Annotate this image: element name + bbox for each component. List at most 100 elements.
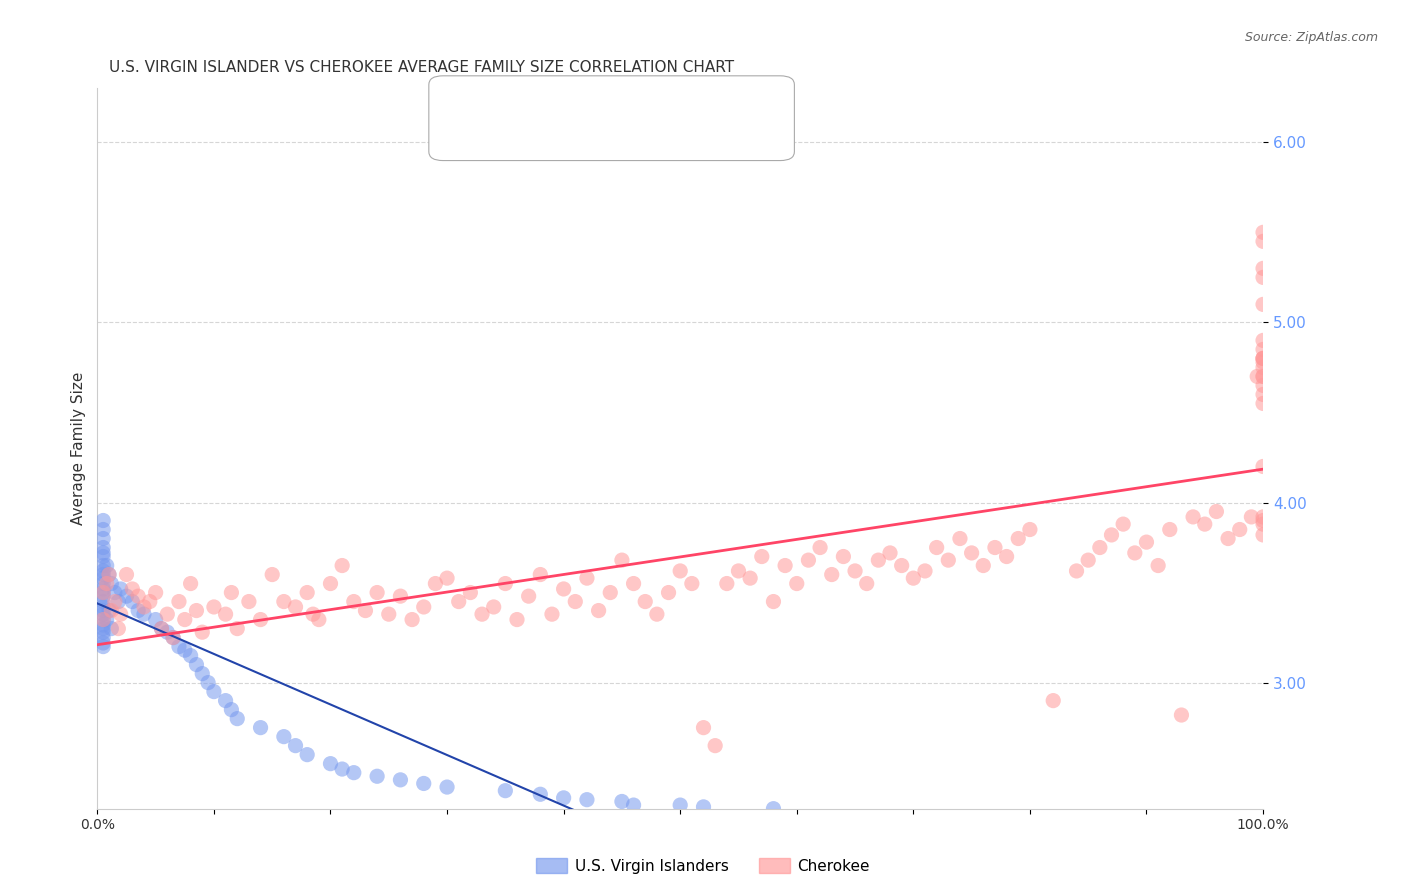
Cherokee	[645, 607, 668, 622]
Cherokee	[308, 613, 330, 627]
Cherokee	[284, 599, 307, 614]
U.S. Virgin Islanders	[91, 625, 114, 640]
U.S. Virgin Islanders	[91, 622, 114, 636]
Cherokee	[1251, 528, 1274, 542]
Cherokee	[1019, 523, 1042, 537]
Cherokee	[115, 567, 138, 582]
Cherokee	[249, 613, 271, 627]
Cherokee	[855, 576, 877, 591]
Cherokee	[610, 553, 633, 567]
Text: 135: 135	[654, 120, 686, 134]
U.S. Virgin Islanders	[91, 576, 114, 591]
Cherokee	[1251, 369, 1274, 384]
U.S. Virgin Islanders	[553, 790, 575, 805]
Cherokee	[844, 564, 866, 578]
Cherokee	[202, 599, 225, 614]
U.S. Virgin Islanders	[167, 640, 190, 654]
U.S. Virgin Islanders	[669, 798, 692, 813]
Cherokee	[1251, 459, 1274, 474]
U.S. Virgin Islanders	[319, 756, 342, 771]
Cherokee	[107, 622, 129, 636]
Cherokee	[494, 576, 516, 591]
Cherokee	[995, 549, 1018, 564]
Cherokee	[401, 613, 423, 627]
Cherokee	[1251, 351, 1274, 366]
Cherokee	[1229, 523, 1251, 537]
Cherokee	[150, 622, 173, 636]
Cherokee	[879, 546, 901, 560]
Cherokee	[1007, 532, 1029, 546]
U.S. Virgin Islanders	[162, 631, 184, 645]
U.S. Virgin Islanders	[91, 558, 114, 573]
Cherokee	[1251, 360, 1274, 375]
Cherokee	[1251, 369, 1274, 384]
Cherokee	[751, 549, 773, 564]
Cherokee	[984, 541, 1007, 555]
U.S. Virgin Islanders	[91, 571, 114, 585]
Cherokee	[1147, 558, 1170, 573]
Cherokee	[132, 599, 155, 614]
U.S. Virgin Islanders	[110, 582, 132, 596]
Cherokee	[506, 613, 529, 627]
Cherokee	[1251, 355, 1274, 369]
Cherokee	[110, 607, 132, 622]
U.S. Virgin Islanders	[197, 675, 219, 690]
U.S. Virgin Islanders	[692, 800, 714, 814]
Cherokee	[740, 571, 762, 585]
Cherokee	[1123, 546, 1146, 560]
Cherokee	[91, 585, 114, 599]
Legend: U.S. Virgin Islanders, Cherokee: U.S. Virgin Islanders, Cherokee	[530, 852, 876, 880]
Cherokee	[262, 567, 284, 582]
Cherokee	[96, 576, 118, 591]
Cherokee	[1251, 297, 1274, 311]
U.S. Virgin Islanders	[91, 613, 114, 627]
U.S. Virgin Islanders	[91, 594, 114, 608]
Cherokee	[1251, 351, 1274, 366]
U.S. Virgin Islanders	[91, 523, 114, 537]
Cherokee	[914, 564, 936, 578]
Cherokee	[319, 576, 342, 591]
Cherokee	[121, 582, 143, 596]
U.S. Virgin Islanders	[156, 625, 179, 640]
U.S. Virgin Islanders	[202, 684, 225, 698]
Cherokee	[447, 594, 470, 608]
U.S. Virgin Islanders	[91, 549, 114, 564]
U.S. Virgin Islanders	[412, 776, 434, 790]
Cherokee	[1251, 351, 1274, 366]
Cherokee	[1251, 235, 1274, 249]
U.S. Virgin Islanders	[98, 603, 121, 617]
U.S. Virgin Islanders	[91, 589, 114, 603]
Cherokee	[681, 576, 703, 591]
U.S. Virgin Islanders	[343, 765, 366, 780]
Cherokee	[1182, 509, 1205, 524]
U.S. Virgin Islanders	[91, 582, 114, 596]
Cherokee	[1101, 528, 1123, 542]
Cherokee	[378, 607, 401, 622]
Cherokee	[100, 603, 122, 617]
Cherokee	[139, 594, 162, 608]
Cherokee	[1216, 532, 1239, 546]
Cherokee	[669, 564, 692, 578]
Cherokee	[890, 558, 912, 573]
Cherokee	[425, 576, 447, 591]
U.S. Virgin Islanders	[96, 558, 118, 573]
Cherokee	[972, 558, 994, 573]
U.S. Virgin Islanders	[610, 795, 633, 809]
U.S. Virgin Islanders	[91, 564, 114, 578]
Text: U.S. VIRGIN ISLANDER VS CHEROKEE AVERAGE FAMILY SIZE CORRELATION CHART: U.S. VIRGIN ISLANDER VS CHEROKEE AVERAGE…	[110, 60, 734, 75]
U.S. Virgin Islanders	[436, 780, 458, 794]
Cherokee	[366, 585, 388, 599]
U.S. Virgin Islanders	[121, 594, 143, 608]
Cherokee	[960, 546, 983, 560]
U.S. Virgin Islanders	[575, 792, 598, 806]
Cherokee	[1042, 693, 1064, 707]
U.S. Virgin Islanders	[623, 798, 645, 813]
U.S. Virgin Islanders	[127, 603, 149, 617]
Cherokee	[302, 607, 325, 622]
Cherokee	[529, 567, 551, 582]
Cherokee	[1251, 387, 1274, 401]
Cherokee	[1251, 517, 1274, 532]
Cherokee	[1246, 369, 1268, 384]
U.S. Virgin Islanders	[91, 603, 114, 617]
Cherokee	[1251, 514, 1274, 528]
